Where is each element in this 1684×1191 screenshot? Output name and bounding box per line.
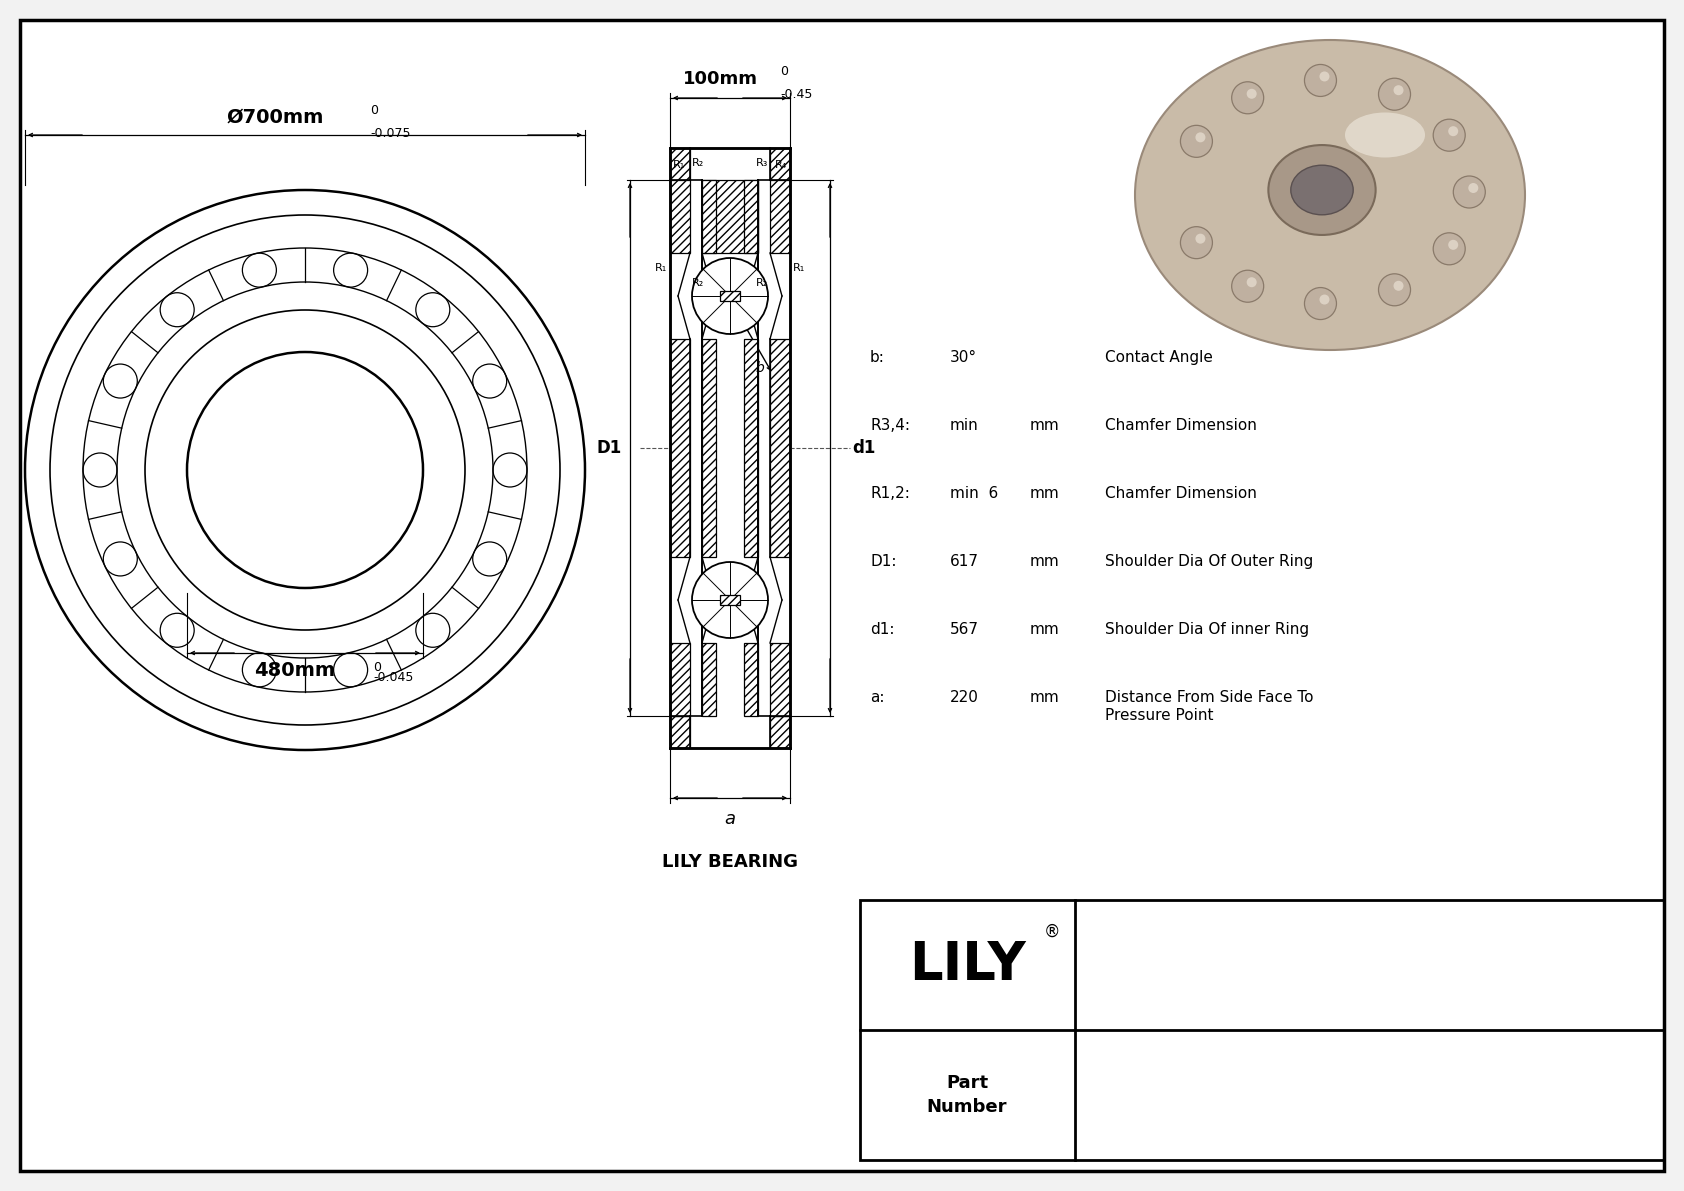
Bar [670, 339, 690, 557]
Text: -0.075: -0.075 [370, 127, 411, 141]
Ellipse shape [1268, 145, 1376, 235]
Bar [770, 148, 790, 180]
Text: a:: a: [871, 690, 884, 705]
Text: Chamfer Dimension: Chamfer Dimension [1105, 418, 1256, 434]
Circle shape [1453, 176, 1485, 208]
Text: 0: 0 [372, 661, 381, 674]
Text: mm: mm [1031, 554, 1059, 569]
Bar [702, 339, 716, 557]
Text: R₄: R₄ [775, 160, 786, 170]
Bar [721, 291, 739, 301]
Text: Chamfer Dimension: Chamfer Dimension [1105, 486, 1256, 501]
Circle shape [1433, 232, 1465, 264]
Circle shape [1246, 89, 1256, 99]
Text: Distance From Side Face To: Distance From Side Face To [1105, 690, 1314, 705]
Circle shape [1394, 281, 1403, 291]
Text: D1:: D1: [871, 554, 896, 569]
Text: LILY BEARING: LILY BEARING [662, 853, 798, 871]
Circle shape [1305, 64, 1337, 96]
Text: 567: 567 [950, 622, 978, 637]
Bar [670, 180, 690, 252]
Text: 0: 0 [370, 104, 377, 117]
Text: 100mm: 100mm [682, 70, 758, 88]
Bar [744, 643, 758, 716]
Text: min: min [950, 418, 978, 434]
Text: 220: 220 [950, 690, 978, 705]
Text: 0: 0 [780, 66, 788, 77]
Ellipse shape [1346, 112, 1425, 157]
Text: 30°: 30° [950, 350, 977, 364]
Text: D1: D1 [596, 439, 621, 457]
Text: R₁: R₁ [793, 263, 805, 273]
Text: d1: d1 [852, 439, 876, 457]
Text: ®: ® [1044, 923, 1061, 941]
Text: a: a [724, 810, 736, 828]
Text: Contact Angle: Contact Angle [1105, 350, 1212, 364]
Text: R₁: R₁ [674, 160, 685, 170]
Text: R₃: R₃ [756, 158, 768, 168]
Circle shape [1320, 294, 1329, 305]
Bar [721, 596, 739, 605]
Circle shape [1448, 239, 1458, 250]
Ellipse shape [1135, 40, 1526, 350]
Circle shape [1180, 125, 1212, 157]
Bar [770, 339, 790, 557]
Text: mm: mm [1031, 622, 1059, 637]
Text: mm: mm [1031, 486, 1059, 501]
Circle shape [692, 258, 768, 333]
Text: R₂: R₂ [756, 278, 768, 288]
Text: b: b [754, 361, 765, 375]
Circle shape [1379, 274, 1411, 306]
Bar [770, 716, 790, 748]
Circle shape [1180, 226, 1212, 258]
Text: Ø700mm: Ø700mm [226, 108, 323, 127]
Text: mm: mm [1031, 690, 1059, 705]
Text: Shoulder Dia Of inner Ring: Shoulder Dia Of inner Ring [1105, 622, 1308, 637]
Text: min  6: min 6 [950, 486, 999, 501]
Bar [861, 900, 1664, 1160]
Bar [670, 716, 690, 748]
Bar [702, 643, 716, 716]
Circle shape [1468, 183, 1479, 193]
Circle shape [1196, 132, 1206, 143]
Text: R1,2:: R1,2: [871, 486, 909, 501]
Bar [702, 180, 716, 252]
Circle shape [1379, 79, 1411, 111]
Text: Pressure Point: Pressure Point [1105, 707, 1214, 723]
Bar [744, 180, 758, 252]
Text: b:: b: [871, 350, 884, 364]
Text: R₂: R₂ [692, 278, 704, 288]
Text: mm: mm [1031, 418, 1059, 434]
Bar [770, 180, 790, 252]
Bar [770, 643, 790, 716]
Circle shape [1196, 233, 1206, 244]
Bar [702, 180, 758, 252]
Circle shape [1394, 86, 1403, 95]
Text: -0.45: -0.45 [780, 88, 812, 101]
Ellipse shape [1174, 233, 1485, 280]
Text: R₁: R₁ [655, 263, 667, 273]
Circle shape [1433, 119, 1465, 151]
Bar [744, 339, 758, 557]
Ellipse shape [1292, 166, 1354, 214]
Text: LILY: LILY [909, 939, 1026, 991]
Circle shape [692, 562, 768, 638]
Text: Part
Number: Part Number [926, 1073, 1007, 1116]
Text: 480mm: 480mm [254, 661, 335, 680]
Circle shape [1231, 270, 1263, 303]
Bar [670, 643, 690, 716]
Text: R₂: R₂ [692, 158, 704, 168]
Circle shape [1320, 71, 1329, 81]
Text: d1:: d1: [871, 622, 894, 637]
Circle shape [1246, 278, 1256, 287]
Circle shape [1231, 82, 1263, 114]
Bar [670, 148, 690, 180]
Text: Shoulder Dia Of Outer Ring: Shoulder Dia Of Outer Ring [1105, 554, 1314, 569]
Text: 617: 617 [950, 554, 978, 569]
Text: R3,4:: R3,4: [871, 418, 909, 434]
Circle shape [1448, 126, 1458, 136]
Text: -0.045: -0.045 [372, 671, 413, 684]
Circle shape [1305, 287, 1337, 319]
